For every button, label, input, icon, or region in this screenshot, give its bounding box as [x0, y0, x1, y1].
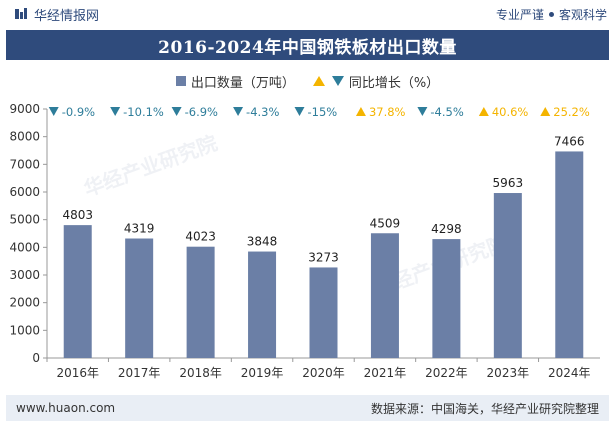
- slogan-right: 客观科学: [558, 7, 607, 22]
- bar-value-label: 5963: [493, 176, 524, 190]
- y-tick-label: 5000: [9, 213, 40, 227]
- bar-chart: 0 1000 2000 3000 4000 5000 6000 7000 8000 9000 480…: [9, 102, 600, 380]
- brand-logo-icon: [15, 8, 27, 19]
- brand-name: 华经情报网: [34, 8, 100, 24]
- x-tick-label: 2021年: [364, 366, 407, 380]
- growth-up-marker: [540, 107, 551, 116]
- growth-down-marker: [48, 107, 59, 116]
- bar: [63, 225, 92, 358]
- bar: [555, 151, 584, 358]
- y-tick-label: 1000: [9, 323, 40, 337]
- x-tick-label: 2019年: [241, 366, 284, 380]
- chart-legend: 出口数量（万吨） 同比增长（%）: [0, 72, 615, 91]
- growth-up-marker: [355, 107, 366, 116]
- growth-label: 25.2%: [553, 105, 590, 119]
- growth-down-marker: [110, 107, 121, 116]
- bar-value-label: 4319: [124, 222, 155, 236]
- bar: [432, 239, 461, 358]
- y-tick-label: 3000: [9, 268, 40, 282]
- growth-label: -4.5%: [430, 105, 463, 119]
- legend-up-triangle-icon: [312, 76, 325, 86]
- growth-label: -10.1%: [123, 105, 164, 119]
- bar: [125, 238, 154, 358]
- top-bar: 华经情报网 专业严谨 客观科学: [0, 0, 615, 28]
- legend-bar-swatch-icon: [175, 76, 186, 86]
- x-tick-label: 2023年: [487, 366, 530, 380]
- bar-value-label: 4803: [62, 208, 93, 222]
- slogan: 专业严谨 客观科学: [496, 6, 607, 23]
- bar-value-label: 4023: [185, 230, 216, 244]
- footer-url[interactable]: www.huaon.com: [16, 401, 116, 415]
- legend-down-triangle-icon: [331, 76, 344, 86]
- y-tick-label: 7000: [9, 157, 40, 171]
- x-tick-label: 2016年: [56, 366, 99, 380]
- bar-value-label: 4509: [370, 216, 401, 230]
- bar-value-label: 7466: [554, 134, 585, 148]
- growth-down-marker: [233, 107, 244, 116]
- footer: www.huaon.com 数据来源：中国海关，华经产业研究院整理: [6, 395, 609, 421]
- growth-down-marker: [171, 107, 182, 116]
- y-tick-label: 4000: [9, 240, 40, 254]
- x-tick-label: 2018年: [179, 366, 222, 380]
- y-tick-label: 9000: [9, 102, 40, 116]
- bar-value-label: 3273: [308, 250, 339, 264]
- x-tick-label: 2017年: [118, 366, 161, 380]
- chart-title: 2016-2024年中国钢铁板材出口数量: [158, 37, 457, 58]
- y-tick-label: 2000: [9, 296, 40, 310]
- bar-value-label: 4298: [431, 222, 462, 236]
- legend-growth-label: 同比增长（%）: [348, 75, 440, 91]
- growth-label: -15%: [308, 105, 338, 119]
- x-tick-label: 2022年: [425, 366, 468, 380]
- y-tick-label: 8000: [9, 130, 40, 144]
- bar: [493, 193, 522, 358]
- bar: [370, 233, 399, 358]
- legend-item-bar[interactable]: 出口数量（万吨）: [175, 72, 295, 91]
- growth-label: -6.9%: [185, 105, 218, 119]
- legend-bar-label: 出口数量（万吨）: [190, 75, 295, 91]
- y-tick-label: 6000: [9, 185, 40, 199]
- chart-title-bar: 2016-2024年中国钢铁板材出口数量: [6, 30, 609, 60]
- growth-down-marker: [417, 107, 428, 116]
- growth-label: -4.3%: [246, 105, 279, 119]
- bar: [248, 251, 277, 358]
- growth-label: 37.8%: [369, 105, 406, 119]
- footer-source: 数据来源：中国海关，华经产业研究院整理: [370, 401, 599, 416]
- slogan-dot-icon: [548, 11, 554, 17]
- bar: [309, 267, 338, 358]
- growth-label: 40.6%: [492, 105, 529, 119]
- y-tick-label: 0: [32, 351, 40, 365]
- growth-up-marker: [478, 107, 489, 116]
- x-tick-label: 2024年: [548, 366, 591, 380]
- growth-label: -0.9%: [62, 105, 95, 119]
- brand: 华经情报网: [14, 5, 99, 24]
- growth-down-marker: [294, 107, 305, 116]
- legend-item-growth[interactable]: 同比增长（%）: [312, 72, 440, 91]
- slogan-left: 专业严谨: [495, 7, 544, 22]
- bar: [186, 246, 215, 358]
- bar-value-label: 3848: [247, 235, 278, 249]
- x-tick-label: 2020年: [302, 366, 345, 380]
